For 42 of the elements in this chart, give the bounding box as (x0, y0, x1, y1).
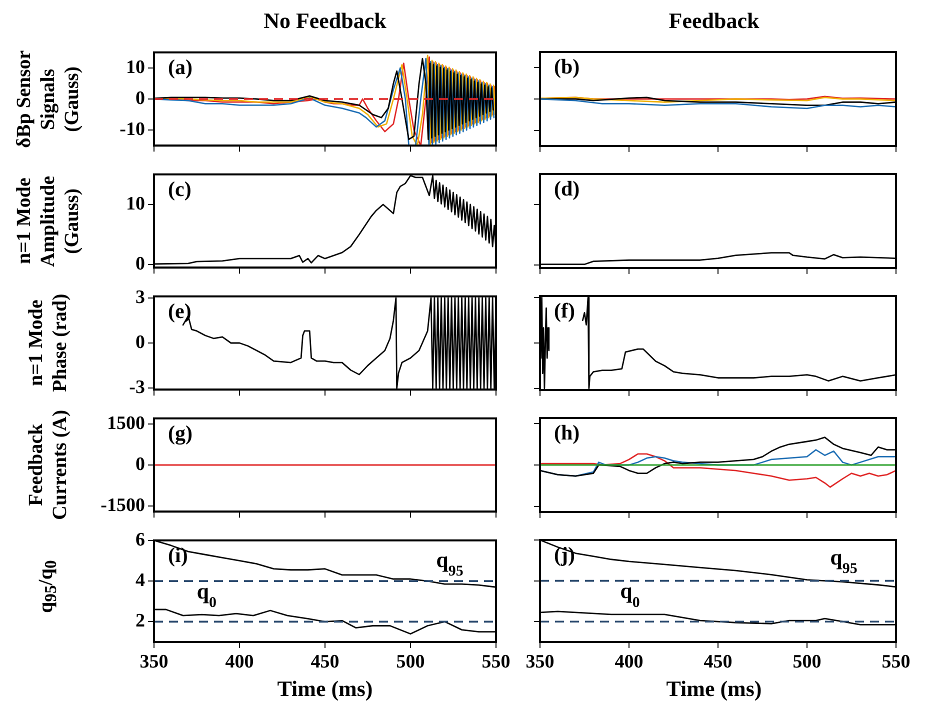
y-axis-title: n=1 Mode Phase (rad) (24, 292, 72, 394)
y-tick-label: 3 (136, 286, 145, 308)
y-tick-label: -10 (120, 118, 145, 140)
y-axis-title: Feedback Currents (A) (24, 408, 72, 522)
x-tick-label: 350 (140, 651, 168, 672)
y-tick-label: 0 (136, 88, 145, 109)
x-tick-label: 550 (882, 651, 910, 672)
annotation: (j) (554, 542, 575, 566)
annotation: (e) (168, 298, 192, 323)
y-tick-label: 4 (136, 570, 146, 591)
y-tick-label: -3 (129, 377, 145, 398)
annotation: (b) (554, 54, 580, 78)
y-tick-label: 0 (136, 454, 145, 475)
annotation: (a) (168, 54, 192, 79)
y-tick-label: 0 (136, 332, 145, 353)
chart-title: No Feedback (262, 8, 388, 35)
y-axis-title: n=1 Mode Amplitude (Gauss) (12, 174, 84, 269)
annotation: (d) (554, 176, 580, 200)
y-tick-label: 10 (126, 56, 145, 78)
chart-title: Feedback (668, 8, 760, 35)
x-tick-label: 350 (526, 651, 554, 672)
x-axis-title: Time (ms) (665, 676, 763, 703)
y-tick-label: 0 (136, 254, 145, 274)
annotation: (f) (554, 298, 575, 322)
x-tick-label: 450 (310, 651, 340, 672)
x-axis-title: Time (ms) (276, 676, 374, 703)
y-axis-title: δBp Sensor Signals (Gauss) (12, 49, 84, 150)
x-tick-label: 550 (482, 651, 510, 672)
annotation: (g) (168, 420, 192, 445)
annotation: (i) (168, 542, 188, 567)
y-tick-label: 6 (136, 529, 145, 550)
y-tick-label: 2 (136, 610, 145, 632)
x-tick-label: 500 (792, 651, 822, 672)
x-tick-label: 400 (225, 651, 254, 672)
y-tick-label: 1500 (107, 412, 145, 434)
y-tick-label: -1500 (100, 495, 145, 516)
annotation: (h) (554, 420, 580, 444)
annotation: (c) (168, 176, 192, 201)
x-tick-label: 500 (396, 651, 425, 672)
x-tick-label: 450 (704, 651, 732, 672)
y-tick-label: 10 (126, 193, 145, 214)
x-tick-label: 400 (614, 651, 644, 672)
